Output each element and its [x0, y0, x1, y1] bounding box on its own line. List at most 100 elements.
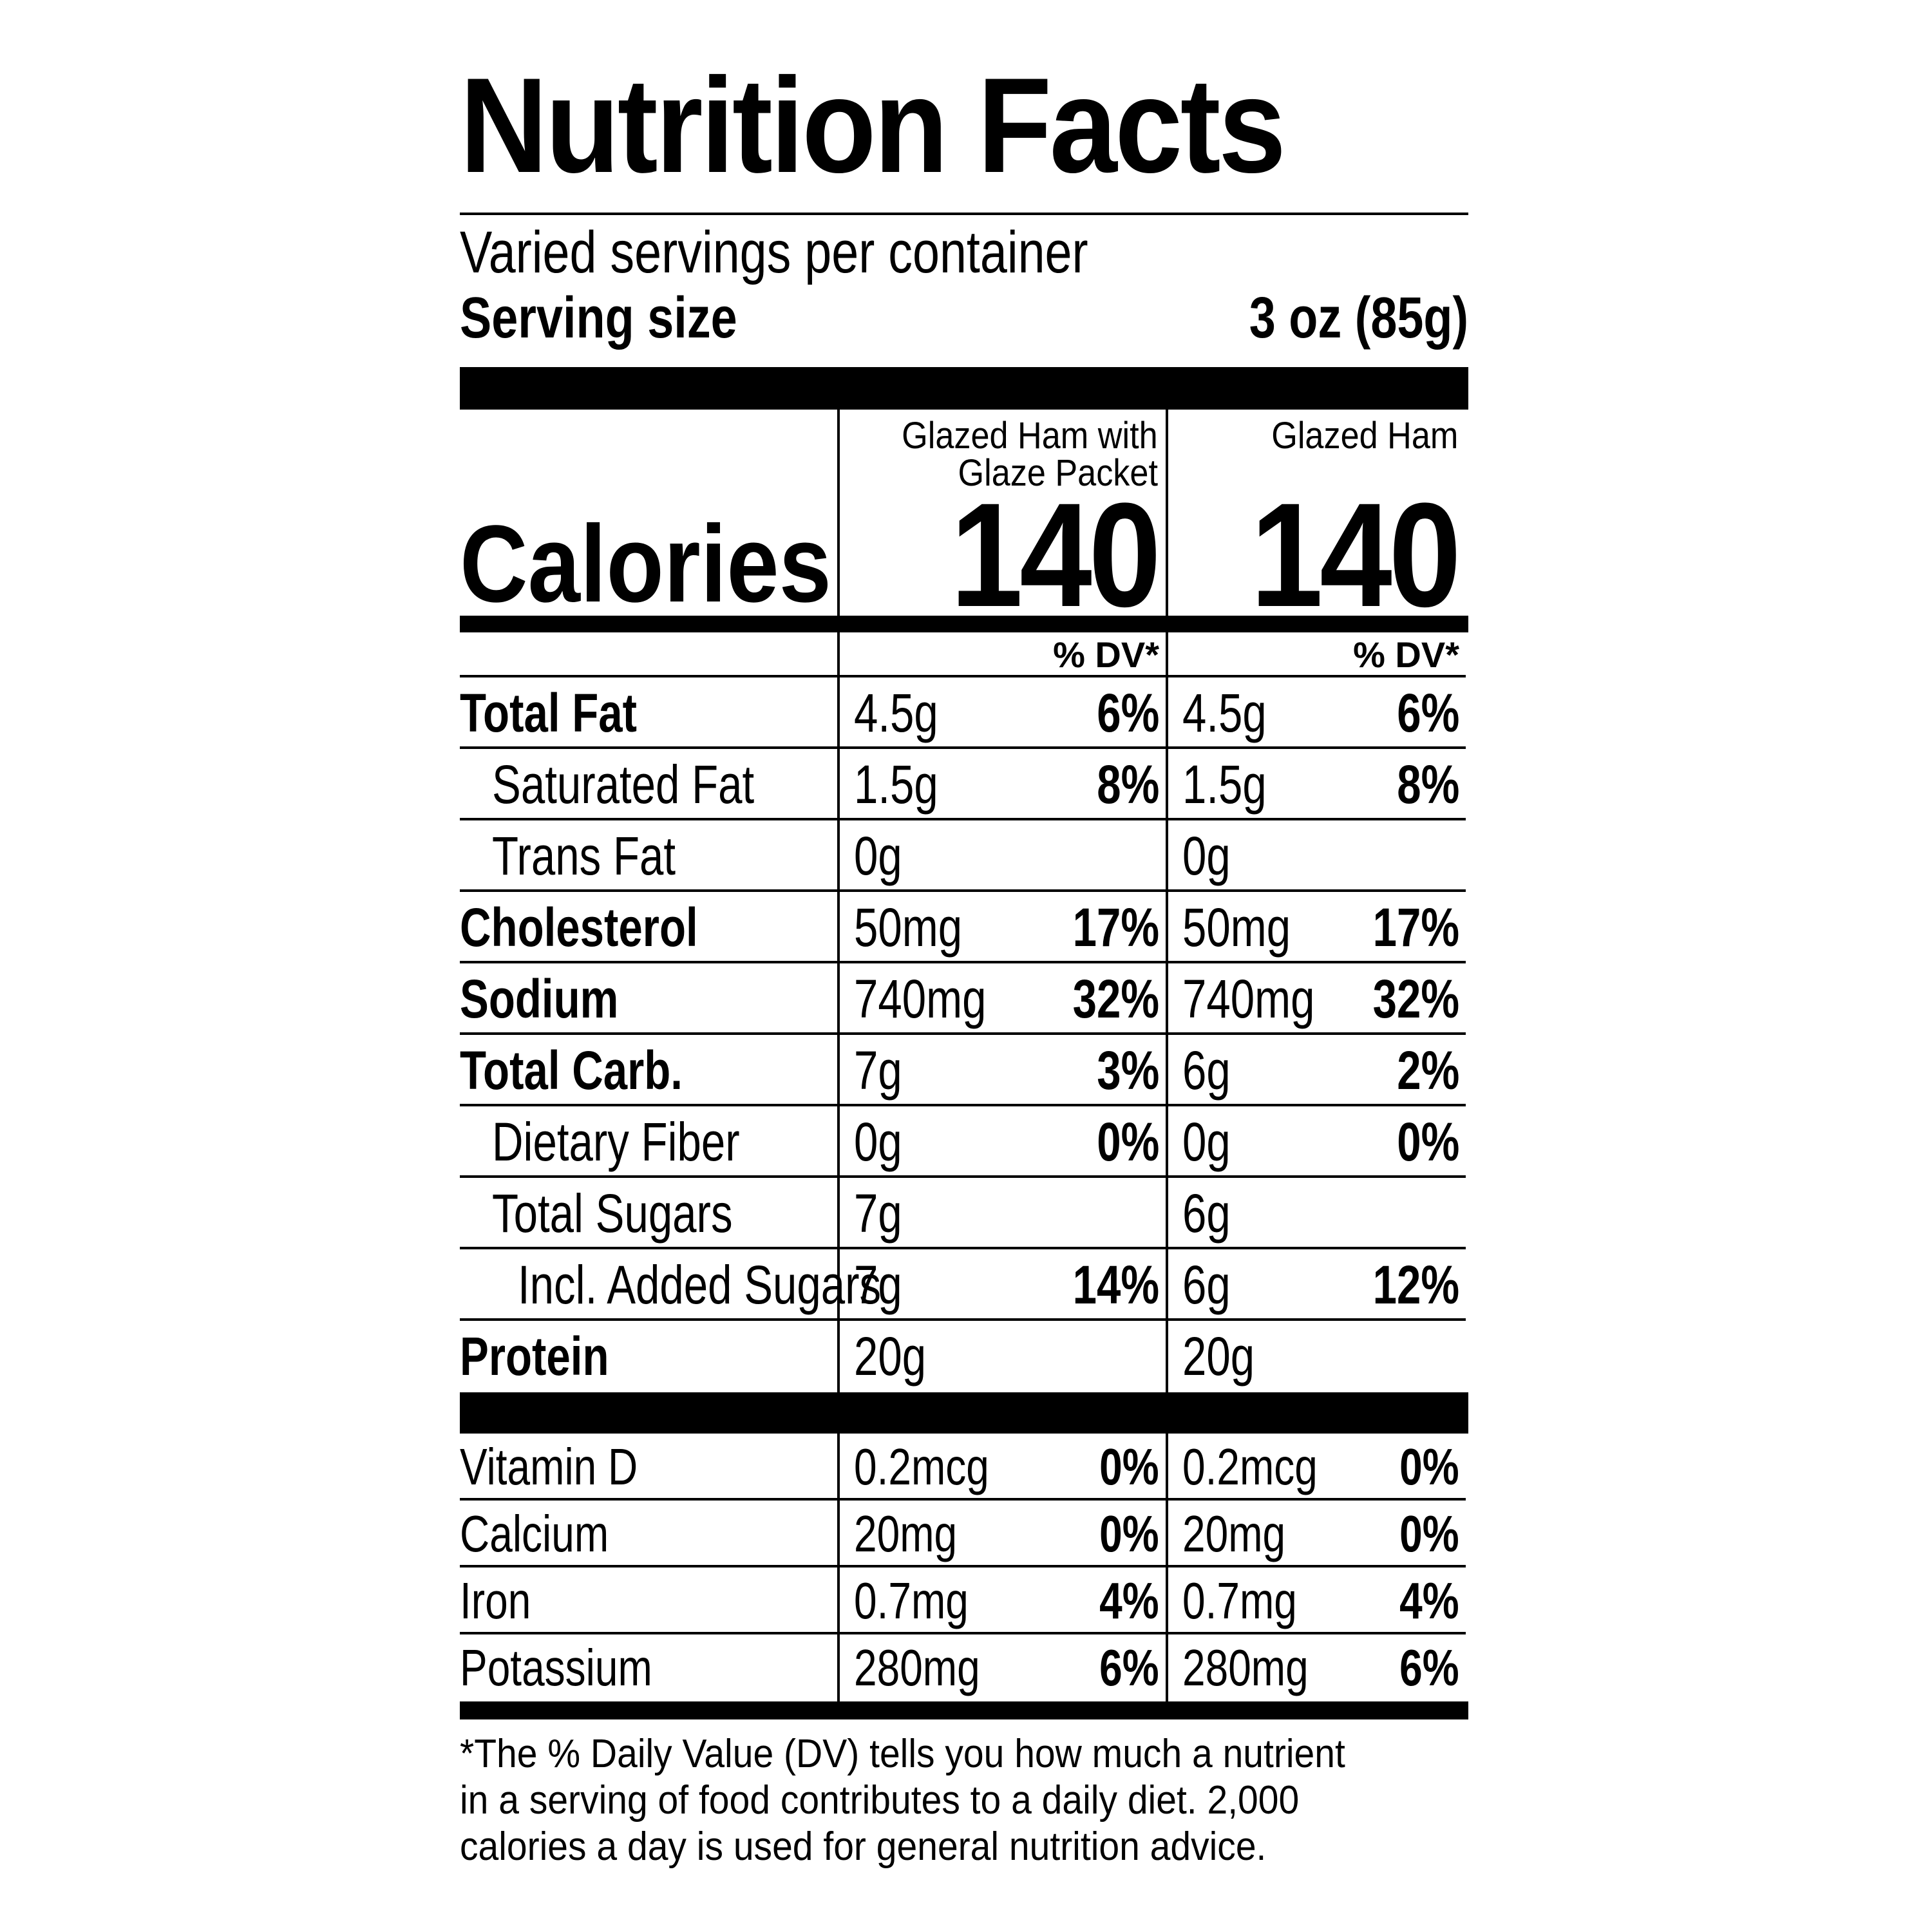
nutrient-name: Protein — [460, 1326, 609, 1387]
amount: 0g — [854, 1112, 902, 1172]
row-label: Total Carb. — [460, 1035, 837, 1106]
serving-size-row: Serving size 3 oz (85g) — [460, 285, 1468, 352]
footnote-line: in a serving of food contributes to a da… — [460, 1778, 1300, 1823]
calories-column-1: Glazed Ham with Glaze Packet 140 — [837, 410, 1166, 629]
column-2-values: 0g 0% — [1166, 1106, 1466, 1178]
thick-divider-2 — [460, 1392, 1468, 1434]
row-label: Protein — [460, 1321, 837, 1392]
calories-label-cell: Calories — [460, 410, 837, 625]
calories-column-2: Glazed Ham 140 — [1166, 410, 1466, 629]
daily-value-percent: 14% — [1072, 1255, 1160, 1315]
row-label: Potassium — [460, 1634, 837, 1701]
amount: 0.7mg — [1182, 1572, 1297, 1629]
row-label: Vitamin D — [460, 1434, 837, 1501]
daily-value-percent: 2% — [1396, 1040, 1459, 1101]
amount: 0g — [1182, 1112, 1231, 1172]
row-label: Trans Fat — [460, 820, 837, 892]
daily-value-percent: 17% — [1072, 897, 1160, 958]
column-1-values: 7g 3% — [837, 1035, 1166, 1106]
amount: 50mg — [1182, 897, 1291, 958]
amount: 6g — [1182, 1040, 1231, 1101]
nutrient-name: Iron — [460, 1572, 531, 1629]
column-1-values: 7g — [837, 1178, 1166, 1249]
row-label: Dietary Fiber — [460, 1106, 837, 1178]
daily-value-percent: 32% — [1072, 969, 1160, 1029]
thick-divider — [460, 367, 1468, 410]
column-1-values: 740mg 32% — [837, 963, 1166, 1035]
daily-value-percent: 6% — [1099, 1639, 1160, 1696]
nutrient-table: % DV* % DV* Total Fat 4.5g 6% 4.5g 6% Saturat… — [460, 632, 1468, 1392]
row-label: Iron — [460, 1567, 837, 1634]
row-label: Sodium — [460, 963, 837, 1035]
dv-header-2: % DV* — [1166, 632, 1466, 677]
column-2-values: 740mg 32% — [1166, 963, 1466, 1035]
column-1-values: 50mg 17% — [837, 892, 1166, 963]
column-1-values: 20mg 0% — [837, 1501, 1166, 1567]
amount: 20mg — [854, 1505, 958, 1562]
footnote-line: calories a day is used for general nutri… — [460, 1824, 1267, 1869]
amount: 280mg — [854, 1639, 980, 1696]
column-2-values: 20g — [1166, 1321, 1466, 1392]
column-1-values: 0.7mg 4% — [837, 1567, 1166, 1634]
amount: 0.2mcg — [854, 1438, 989, 1495]
nutrient-name: Cholesterol — [460, 897, 698, 958]
row-label: Calcium — [460, 1501, 837, 1567]
column-1-values: 4.5g 6% — [837, 677, 1166, 749]
amount: 7g — [854, 1040, 902, 1101]
row-label: Total Fat — [460, 677, 837, 749]
daily-value-percent: 8% — [1396, 754, 1459, 815]
nutrient-name: Vitamin D — [460, 1438, 638, 1495]
nutrient-name: Total Fat — [460, 683, 638, 743]
daily-value-percent: 0% — [1099, 1505, 1160, 1562]
column-2-values: 20mg 0% — [1166, 1501, 1466, 1567]
nutrient-name: Trans Fat — [492, 826, 676, 886]
amount: 0.2mcg — [1182, 1438, 1318, 1495]
column-2-values: 6g 12% — [1166, 1249, 1466, 1321]
amount: 740mg — [854, 969, 987, 1029]
daily-value-percent: 0% — [1099, 1438, 1160, 1495]
amount: 0g — [1182, 826, 1231, 886]
nutrient-name: Incl. Added Sugars — [518, 1255, 882, 1315]
footnote-line: *The % Daily Value (DV) tells you how mu… — [460, 1732, 1345, 1776]
amount: 4.5g — [1182, 683, 1267, 743]
dv-header-1: % DV* — [837, 632, 1166, 677]
amount: 7g — [854, 1183, 902, 1244]
nutrient-name: Total Carb. — [460, 1040, 683, 1101]
amount: 6g — [1182, 1183, 1231, 1244]
label-title: Nutrition Facts — [460, 50, 1286, 201]
nutrient-name: Saturated Fat — [492, 754, 755, 815]
daily-value-percent: 4% — [1099, 1572, 1160, 1629]
nutrient-name: Calcium — [460, 1505, 609, 1562]
column-1-values: 1.5g 8% — [837, 749, 1166, 820]
serving-size-value: 3 oz (85g) — [1249, 286, 1468, 350]
daily-value-percent: 8% — [1096, 754, 1159, 815]
amount: 4.5g — [854, 683, 938, 743]
nutrient-name: Sodium — [460, 969, 619, 1029]
row-label: Saturated Fat — [460, 749, 837, 820]
column-1-values: 280mg 6% — [837, 1634, 1166, 1701]
vitamin-table: Vitamin D 0.2mcg 0% 0.2mcg 0% Calcium 20mg 0% 20… — [460, 1434, 1468, 1701]
amount: 20mg — [1182, 1505, 1286, 1562]
daily-value-percent: 0% — [1399, 1438, 1460, 1495]
nutrient-name: Potassium — [460, 1639, 652, 1696]
daily-value-percent: 32% — [1372, 969, 1460, 1029]
column-2-values: 0g — [1166, 820, 1466, 892]
daily-value-percent: 0% — [1399, 1505, 1460, 1562]
daily-value-percent: 3% — [1096, 1040, 1159, 1101]
column-1-values: 0g — [837, 820, 1166, 892]
amount: 6g — [1182, 1255, 1231, 1315]
column-2-values: 1.5g 8% — [1166, 749, 1466, 820]
column-2-values: 6g — [1166, 1178, 1466, 1249]
calories-section: Calories Glazed Ham with Glaze Packet 14… — [460, 410, 1468, 629]
amount: 20g — [1182, 1326, 1255, 1387]
daily-value-percent: 0% — [1396, 1112, 1459, 1172]
daily-value-percent: 17% — [1372, 897, 1460, 958]
row-label: Cholesterol — [460, 892, 837, 963]
amount: 280mg — [1182, 1639, 1309, 1696]
serving-size-label: Serving size — [460, 286, 737, 350]
calories-label: Calories — [460, 503, 831, 625]
column-2-values: 50mg 17% — [1166, 892, 1466, 963]
nutrition-label: Nutrition Facts Varied servings per cont… — [460, 52, 1468, 1870]
row-label: Total Sugars — [460, 1178, 837, 1249]
column-2-values: 280mg 6% — [1166, 1634, 1466, 1701]
